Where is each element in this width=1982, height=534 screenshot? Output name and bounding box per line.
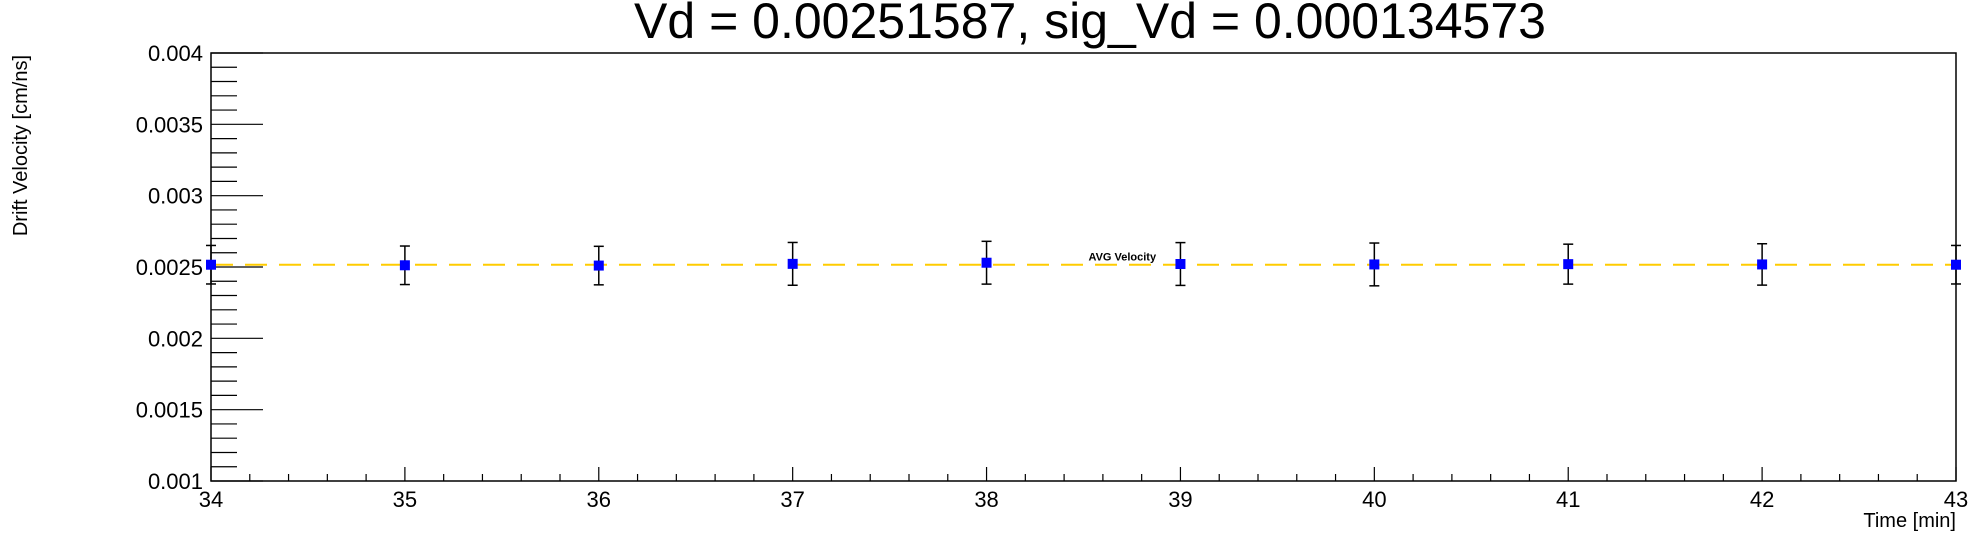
x-tick-label: 40 <box>1362 487 1386 512</box>
y-tick-label: 0.0035 <box>136 112 203 137</box>
y-tick-label: 0.003 <box>148 184 203 209</box>
y-tick-label: 0.002 <box>148 326 203 351</box>
x-tick-label: 43 <box>1944 487 1968 512</box>
x-tick-label: 36 <box>587 487 611 512</box>
data-point <box>206 259 216 270</box>
x-tick-label: 39 <box>1168 487 1192 512</box>
data-point <box>1369 259 1380 270</box>
data-series <box>206 240 1961 287</box>
data-point <box>787 258 798 269</box>
y-tick-label: 0.0025 <box>136 255 203 280</box>
x-tick-label: 42 <box>1750 487 1774 512</box>
y-axis: 0.001 0.0015 0.002 0.0025 0.003 0.0035 0.004 <box>136 41 263 494</box>
avg-velocity-label: AVG Velocity <box>1088 252 1157 264</box>
x-tick-label: 34 <box>199 487 223 512</box>
data-point <box>1563 259 1574 270</box>
data-point <box>1175 259 1186 270</box>
x-axis: 34 35 36 37 38 39 40 41 42 43 <box>199 467 1968 512</box>
data-point <box>1757 259 1768 270</box>
chart-title: Vd = 0.00251587, sig_Vd = 0.000134573 <box>634 0 1546 49</box>
data-point <box>399 260 410 271</box>
x-tick-label: 41 <box>1556 487 1580 512</box>
x-tick-label: 35 <box>393 487 417 512</box>
y-axis-title: Drift Velocity [cm/ns] <box>10 55 32 236</box>
y-tick-label: 0.004 <box>148 41 203 66</box>
plot-frame <box>210 52 1957 482</box>
y-tick-label: 0.0015 <box>136 398 203 423</box>
data-point <box>593 260 604 271</box>
x-tick-label: 38 <box>974 487 998 512</box>
data-point <box>1951 259 1961 270</box>
y-tick-label: 0.001 <box>148 469 203 494</box>
x-tick-label: 37 <box>780 487 804 512</box>
x-axis-title: Time [min] <box>1863 510 1956 532</box>
data-point <box>981 257 992 268</box>
